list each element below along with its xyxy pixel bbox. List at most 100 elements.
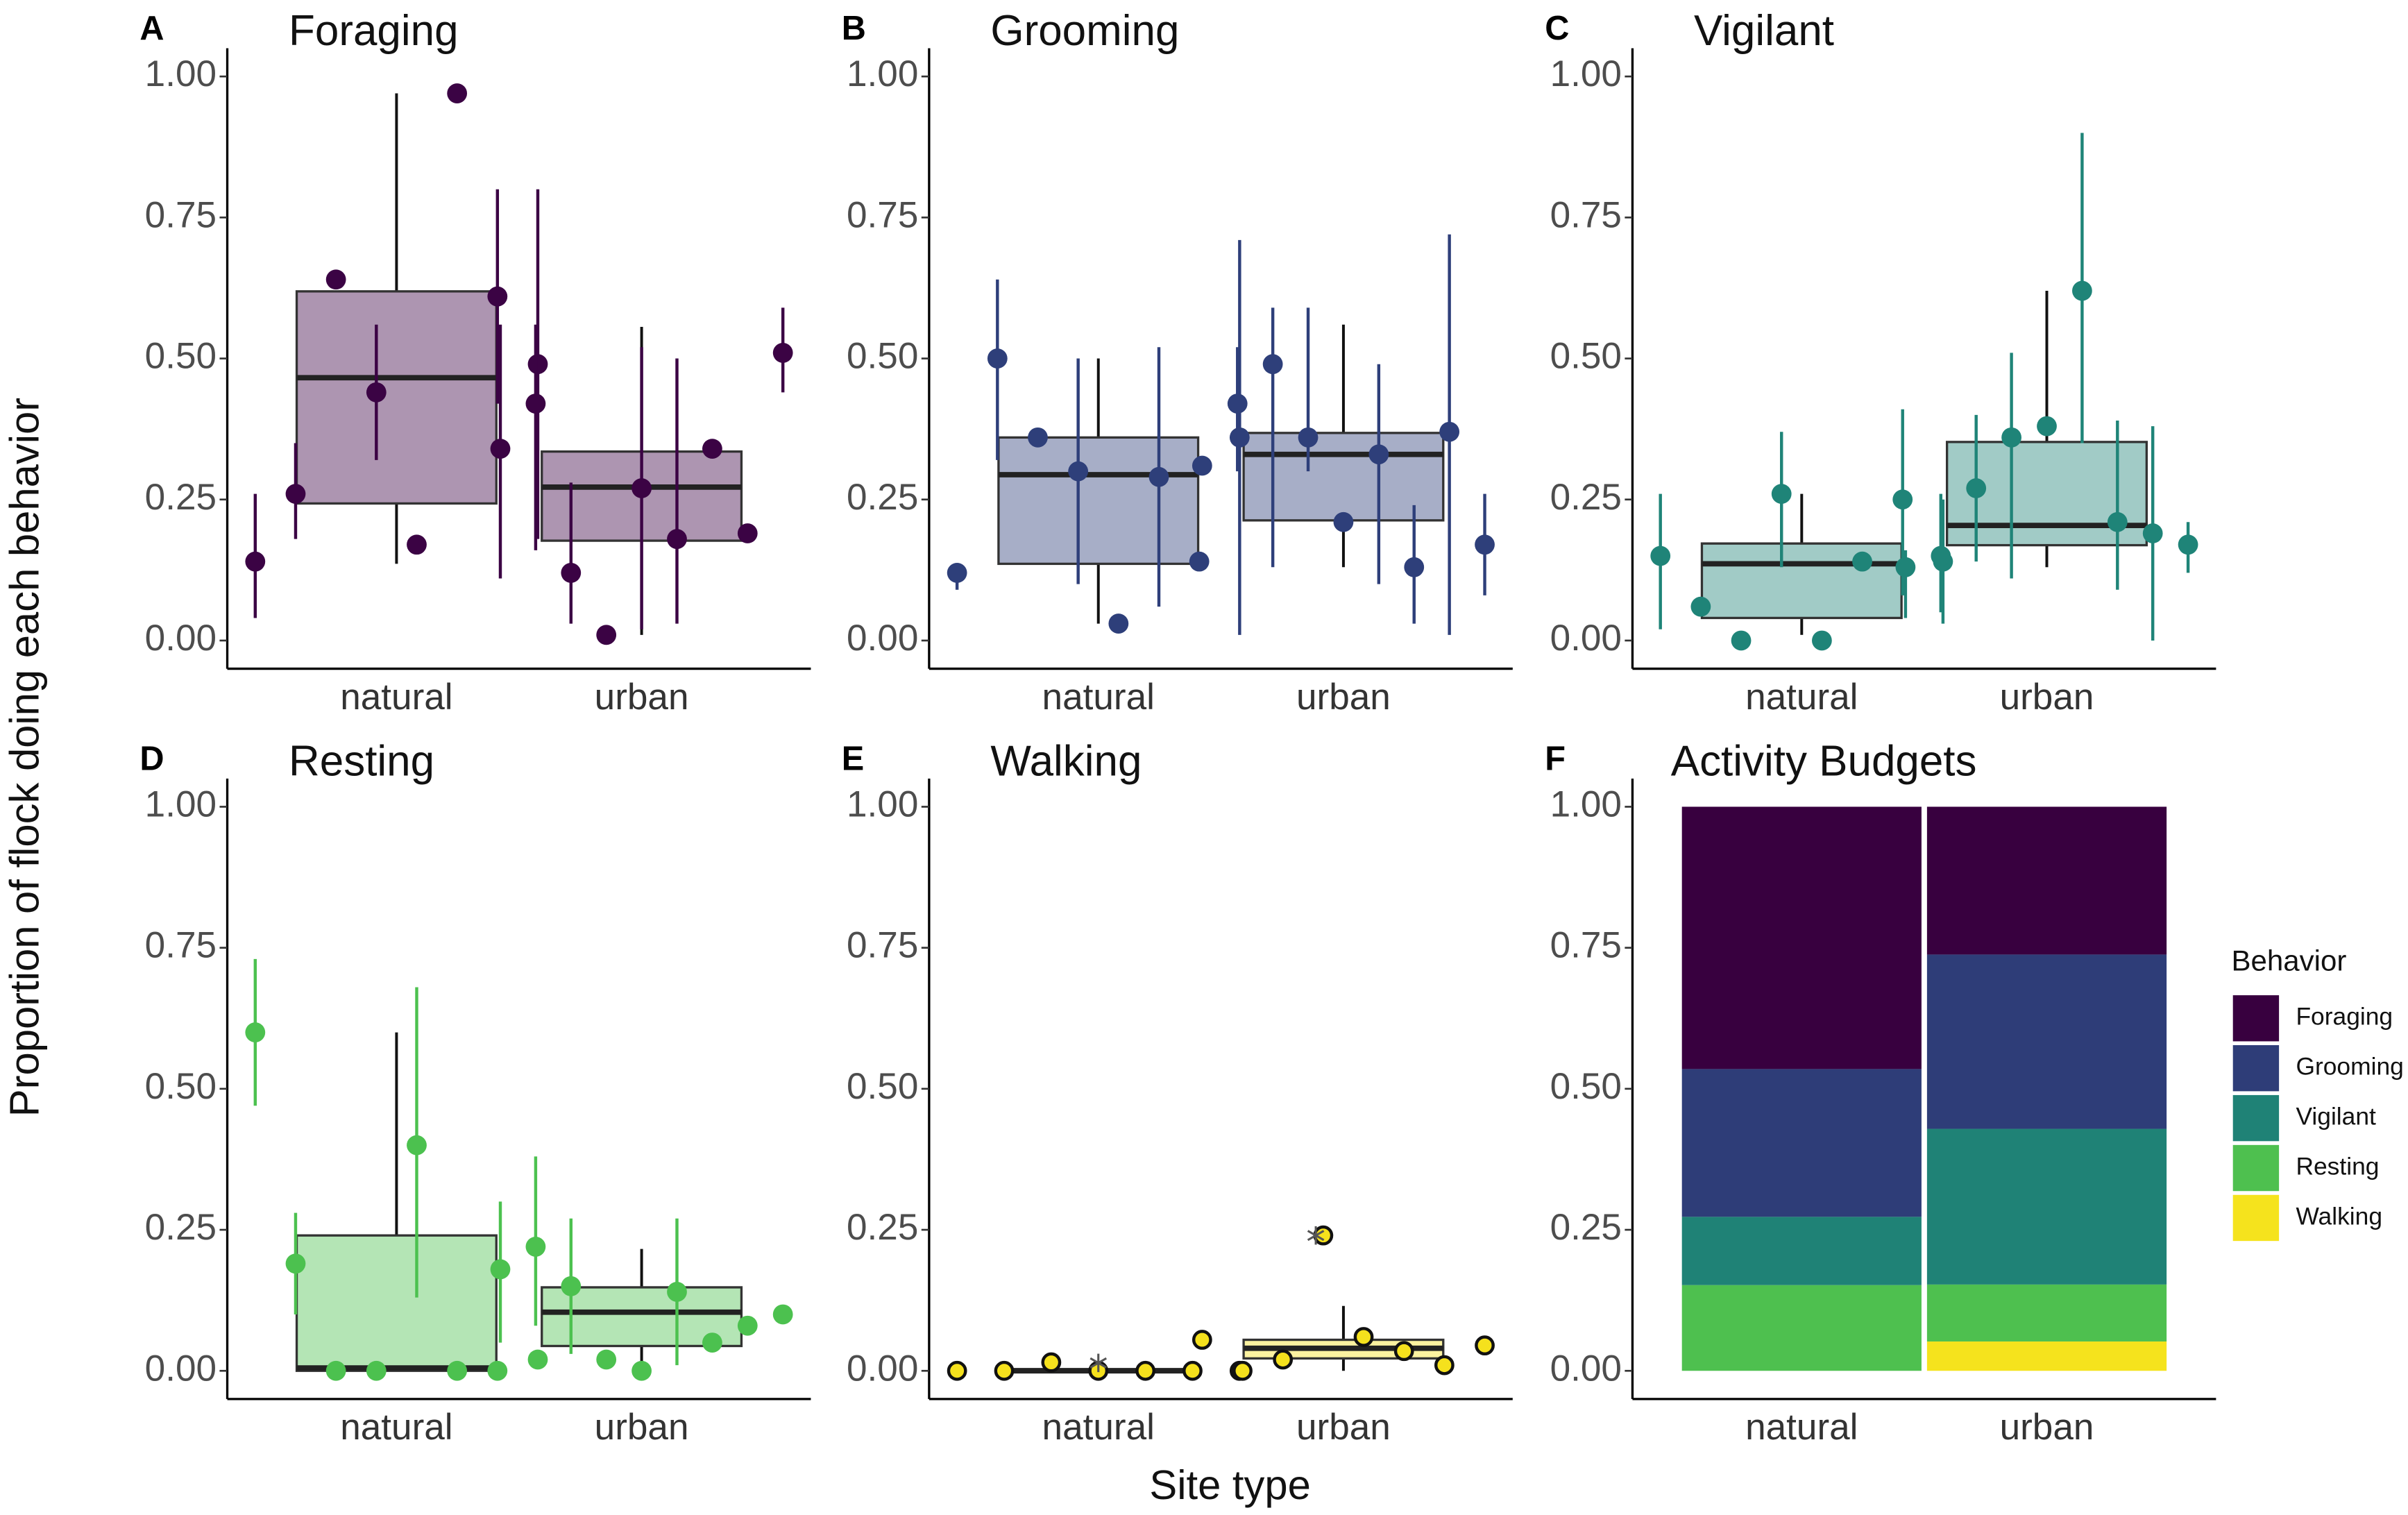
point [1192,455,1212,476]
point [1232,1360,1253,1381]
bar-segment [1681,806,1922,1069]
x-tick-label: natural [340,677,452,718]
point [447,83,468,103]
point [994,1360,1015,1381]
point [702,439,722,459]
y-tick-label: 1.00 [145,53,217,94]
y-tick-label: 0.25 [1550,1207,1622,1248]
legend-label: Walking [2296,1202,2382,1230]
y-tick-label: 0.75 [847,925,918,966]
point [596,625,617,645]
point [987,348,1008,369]
point [2178,534,2198,555]
y-tick-label: 0.00 [145,618,217,659]
legend-title: Behavior [2232,945,2347,977]
point [1135,1360,1155,1381]
point [527,354,548,375]
point [2072,280,2092,301]
point [1731,630,1752,651]
box [1700,542,1903,620]
point [285,484,306,505]
y-tick-label: 1.00 [1550,784,1622,824]
point [366,1360,387,1381]
point [702,1332,722,1353]
point [1229,427,1250,448]
point [1262,354,1283,375]
y-tick-label: 0.75 [145,925,217,966]
point [1273,1349,1294,1370]
bar-segment [1681,1285,1922,1371]
box [295,1234,498,1372]
box [295,290,498,505]
legend-swatch [2232,1044,2280,1092]
x-tick-label: urban [1296,1407,1391,1448]
box [997,436,1200,566]
x-tick-label: natural [1745,1407,1858,1448]
point [1434,1355,1455,1376]
point [596,1349,617,1370]
point [1475,1335,1495,1356]
point [1368,444,1389,465]
point [407,534,427,555]
panel-letter: A [139,10,164,47]
point [1192,1330,1212,1350]
y-tick-label: 0.75 [1550,925,1622,966]
outlier-stroke [1307,1230,1325,1242]
legend-swatch [2232,1094,2280,1142]
panel-letter: F [1545,740,1566,777]
point [325,1360,346,1381]
point [1333,511,1354,532]
point [667,529,687,550]
y-tick-label: 0.75 [847,194,918,235]
legend-label: Grooming [2296,1053,2403,1081]
point [631,478,652,498]
panel-letter: B [842,10,866,47]
y-axis-label: Proportion of flock doing each behavior [1,398,48,1117]
point [1966,478,1987,498]
point [667,1282,687,1302]
x-tick-label: natural [1745,677,1858,718]
panel-title: Vigilant [1694,7,1834,55]
point [1690,596,1711,617]
point [561,563,582,583]
point [1650,545,1671,566]
point [285,1253,306,1274]
panel-title: Activity Budgets [1671,737,1977,785]
point [490,439,511,459]
y-tick-label: 0.50 [847,336,918,377]
point [407,1135,427,1156]
panel-letter: D [139,740,164,777]
point [1041,1352,1062,1373]
point [1227,393,1248,414]
legend-label: Resting [2296,1152,2379,1180]
point [1852,551,1872,572]
y-tick-label: 0.50 [1550,336,1622,377]
y-tick-label: 0.00 [145,1348,217,1389]
point [487,1360,508,1381]
point [447,1360,468,1381]
point [245,1022,266,1042]
bar-segment [1681,1069,1922,1217]
y-tick-label: 1.00 [1550,53,1622,94]
point [1298,427,1319,448]
legend-swatch [2232,995,2280,1042]
point [1771,484,1792,505]
y-tick-label: 0.00 [1550,618,1622,659]
y-tick-label: 0.00 [847,618,918,659]
legend-label: Foraging [2296,1003,2393,1031]
y-tick-label: 0.75 [145,194,217,235]
outlier [1307,1226,1325,1245]
point [2142,523,2163,543]
point [1148,466,1169,487]
y-tick-label: 0.00 [847,1348,918,1389]
y-tick-label: 1.00 [145,784,217,824]
point [561,1276,582,1296]
legend-swatch [2232,1194,2280,1242]
point [1404,557,1425,577]
bar-segment [1681,1217,1922,1285]
x-tick-label: natural [340,1407,452,1448]
point [947,1360,967,1381]
x-tick-label: urban [1296,677,1391,718]
point [1475,534,1495,555]
